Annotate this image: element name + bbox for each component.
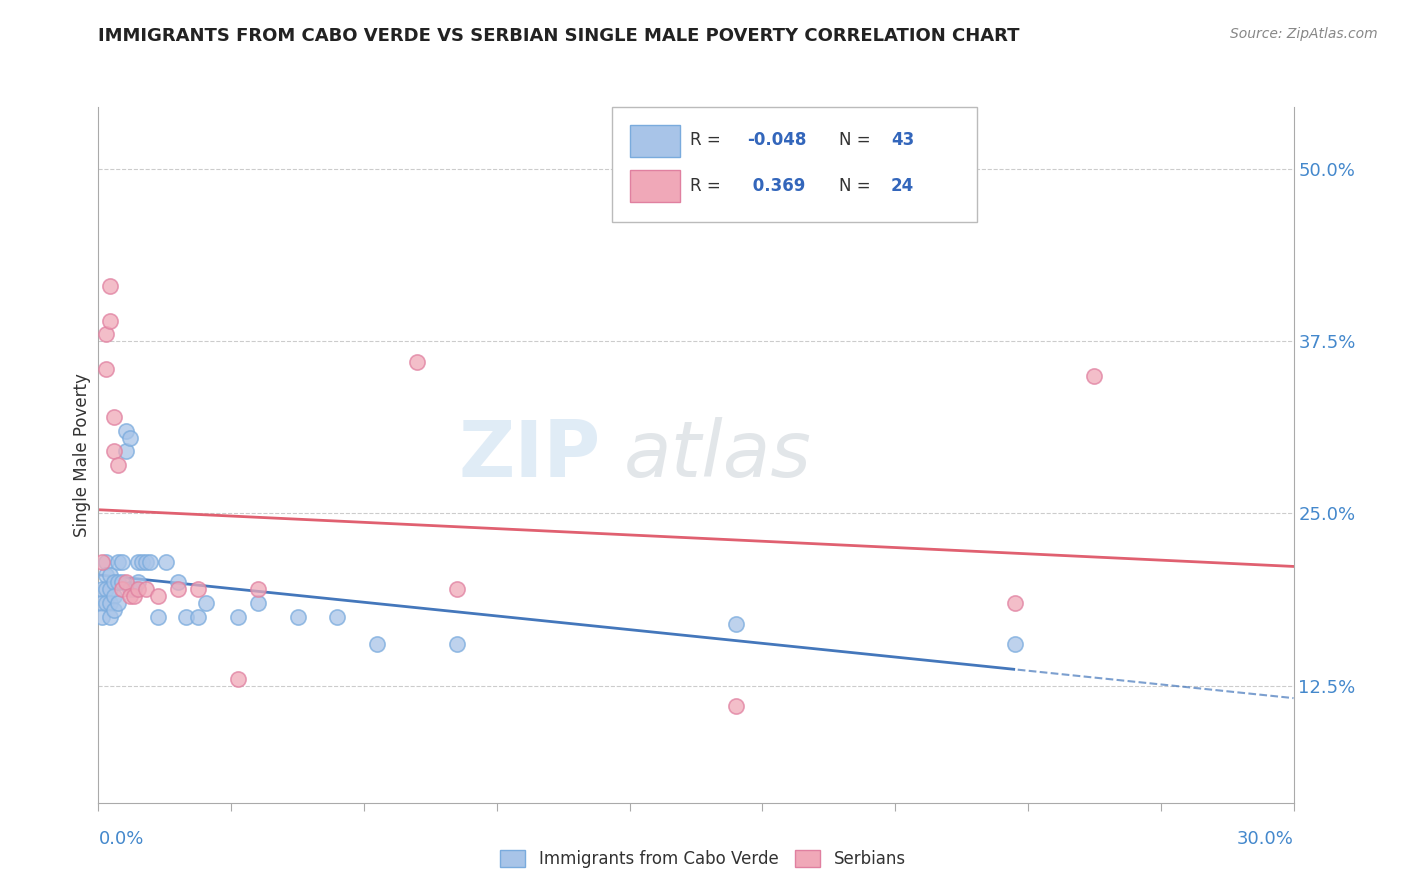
FancyBboxPatch shape — [630, 125, 681, 157]
Point — [107, 458, 129, 473]
Text: 43: 43 — [891, 131, 914, 149]
Point — [446, 637, 468, 651]
Point — [366, 637, 388, 651]
Point — [187, 582, 209, 597]
Point — [96, 361, 118, 376]
Point — [124, 589, 146, 603]
Point — [120, 589, 142, 603]
Point — [103, 603, 125, 617]
Point — [195, 596, 218, 610]
Point — [1004, 637, 1026, 651]
FancyBboxPatch shape — [630, 170, 681, 202]
Text: 30.0%: 30.0% — [1237, 830, 1294, 847]
Point — [100, 568, 122, 582]
Point — [326, 609, 349, 624]
Point — [91, 596, 114, 610]
Point — [226, 609, 249, 624]
Point — [148, 589, 170, 603]
Point — [167, 582, 190, 597]
Point — [120, 582, 142, 597]
Point — [111, 575, 134, 590]
Point — [127, 582, 149, 597]
Point — [107, 596, 129, 610]
Text: N =: N = — [839, 131, 870, 149]
Point — [246, 582, 269, 597]
Point — [148, 609, 170, 624]
Point — [96, 582, 118, 597]
Point — [91, 609, 114, 624]
Point — [111, 555, 134, 569]
Point — [107, 575, 129, 590]
Text: R =: R = — [690, 131, 721, 149]
Point — [103, 444, 125, 458]
Point — [115, 444, 138, 458]
Point — [100, 582, 122, 597]
Point — [246, 596, 269, 610]
Point — [131, 555, 153, 569]
Point — [100, 596, 122, 610]
Text: R =: R = — [690, 177, 721, 194]
Text: 0.369: 0.369 — [748, 177, 806, 194]
Point — [107, 555, 129, 569]
Point — [100, 609, 122, 624]
Point — [115, 424, 138, 438]
Point — [96, 555, 118, 569]
Point — [103, 575, 125, 590]
Point — [135, 582, 157, 597]
Point — [100, 279, 122, 293]
Point — [103, 410, 125, 425]
Text: 24: 24 — [891, 177, 914, 194]
Point — [124, 582, 146, 597]
Point — [155, 555, 177, 569]
Text: ZIP: ZIP — [458, 417, 600, 493]
Point — [103, 589, 125, 603]
Point — [120, 431, 142, 445]
Point — [91, 555, 114, 569]
Text: N =: N = — [839, 177, 870, 194]
Point — [226, 672, 249, 686]
Point — [96, 596, 118, 610]
Point — [96, 568, 118, 582]
Point — [115, 575, 138, 590]
Point — [724, 616, 747, 631]
Point — [135, 555, 157, 569]
Point — [1083, 368, 1105, 383]
Point — [127, 555, 149, 569]
Y-axis label: Single Male Poverty: Single Male Poverty — [73, 373, 91, 537]
Point — [406, 355, 429, 369]
Text: Source: ZipAtlas.com: Source: ZipAtlas.com — [1230, 27, 1378, 41]
Text: IMMIGRANTS FROM CABO VERDE VS SERBIAN SINGLE MALE POVERTY CORRELATION CHART: IMMIGRANTS FROM CABO VERDE VS SERBIAN SI… — [98, 27, 1019, 45]
Point — [91, 582, 114, 597]
Point — [139, 555, 162, 569]
Text: atlas: atlas — [624, 417, 813, 493]
Text: -0.048: -0.048 — [748, 131, 807, 149]
Point — [167, 575, 190, 590]
Point — [446, 582, 468, 597]
Point — [127, 575, 149, 590]
Point — [96, 327, 118, 342]
Point — [100, 313, 122, 327]
Point — [111, 582, 134, 597]
Point — [724, 699, 747, 714]
Point — [174, 609, 197, 624]
Point — [287, 609, 309, 624]
Legend: Immigrants from Cabo Verde, Serbians: Immigrants from Cabo Verde, Serbians — [494, 843, 912, 875]
Point — [187, 609, 209, 624]
FancyBboxPatch shape — [613, 107, 977, 222]
Text: 0.0%: 0.0% — [98, 830, 143, 847]
Point — [1004, 596, 1026, 610]
